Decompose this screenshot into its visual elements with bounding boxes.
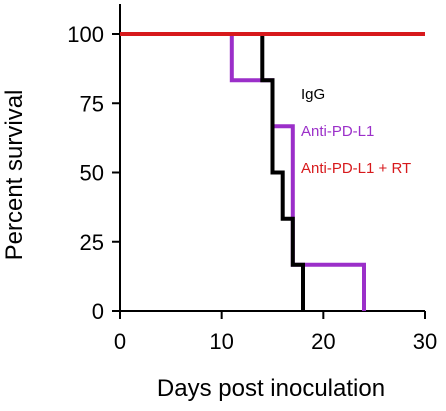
y-axis-title: Percent survival xyxy=(1,90,28,261)
legend-label-anti-pd-l1-rt: Anti-PD-L1 + RT xyxy=(301,160,411,177)
y-tick-label-50: 50 xyxy=(80,161,104,186)
legend-label-anti-pd-l1: Anti-PD-L1 xyxy=(301,123,374,140)
y-tick-label-25: 25 xyxy=(80,230,104,255)
legend-label-igg: IgG xyxy=(301,86,325,103)
y-tick-label-75: 75 xyxy=(80,91,104,116)
x-tick-label-10: 10 xyxy=(209,329,233,354)
x-axis-title: Days post inoculation xyxy=(157,375,385,402)
axes: 0 10 20 30 0 25 50 75 100 xyxy=(67,4,437,354)
y-tick-label-100: 100 xyxy=(67,22,104,47)
x-tick-label-20: 20 xyxy=(311,329,335,354)
y-tick-label-0: 0 xyxy=(92,299,104,324)
x-tick-label-30: 30 xyxy=(413,329,437,354)
legend: IgG Anti-PD-L1 Anti-PD-L1 + RT xyxy=(301,86,411,177)
x-tick-label-0: 0 xyxy=(114,329,126,354)
plot-area xyxy=(120,32,425,311)
series-line-igg xyxy=(120,32,305,311)
